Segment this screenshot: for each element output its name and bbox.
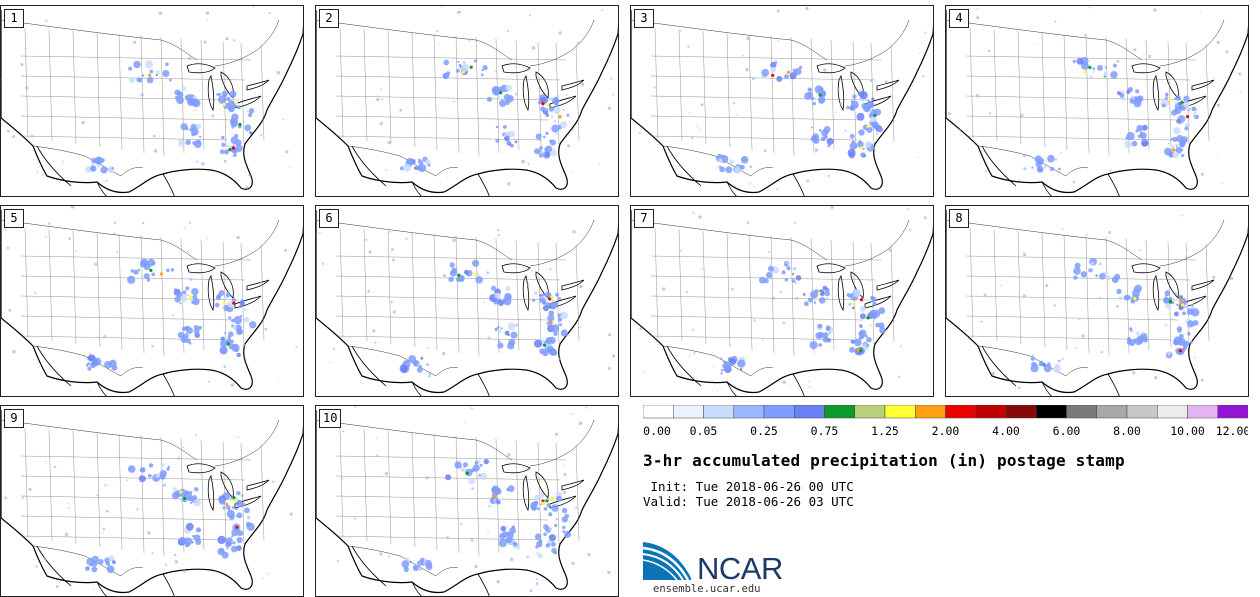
member-number: 5: [4, 209, 24, 228]
colorbar-swatch: [824, 405, 855, 419]
member-number: 4: [949, 9, 969, 28]
colorbar-swatch: [643, 405, 674, 419]
precip-colorbar: 0.00 0.05 0.25 0.75 1.25 2.00 4.00 6.00 8.00 10.0…: [643, 405, 1248, 438]
colorbar-swatch: [1005, 405, 1037, 419]
colorbar-swatch: [1066, 405, 1097, 419]
member-panel: 5: [0, 205, 304, 397]
init-time: Init: Tue 2018-06-26 00 UTC: [643, 479, 854, 494]
colorbar-swatch: [975, 405, 1007, 419]
colorbar-tick-label: 4.00: [992, 424, 1020, 438]
member-number: 2: [319, 9, 339, 28]
colorbar-swatch: [673, 405, 704, 419]
colorbar-swatch: [1187, 405, 1218, 419]
chart-title: 3-hr accumulated precipitation (in) post…: [643, 451, 1125, 470]
colorbar-swatch: [794, 405, 825, 419]
colorbar-tick-label: 1.25: [871, 424, 899, 438]
colorbar-swatch: [884, 405, 916, 419]
member-number: 3: [634, 9, 654, 28]
colorbar-tick-label: 0.75: [811, 424, 839, 438]
member-number: 9: [4, 409, 24, 428]
member-number: 1: [4, 9, 24, 28]
colorbar-tick-label: 0.05: [690, 424, 718, 438]
colorbar-tick-label: 8.00: [1113, 424, 1141, 438]
member-panel: 9: [0, 405, 304, 597]
member-panel: 7: [630, 205, 934, 397]
valid-time: Valid: Tue 2018-06-26 03 UTC: [643, 494, 854, 509]
colorbar-swatch: [945, 405, 976, 419]
member-panel: 4: [945, 5, 1249, 197]
colorbar-tick-label: 6.00: [1053, 424, 1081, 438]
colorbar-tick-label: 0.25: [750, 424, 778, 438]
member-panel: 1: [0, 5, 304, 197]
member-number: 6: [319, 209, 339, 228]
colorbar-swatch: [1157, 405, 1188, 419]
member-panel: 10: [315, 405, 619, 597]
colorbar-swatch: [1217, 405, 1248, 419]
logo-text: NCAR: [697, 551, 783, 586]
member-panel: 6: [315, 205, 619, 397]
colorbar-swatch: [733, 405, 765, 419]
member-panel: 8: [945, 205, 1249, 397]
member-panel: 3: [630, 5, 934, 197]
colorbar-tick-label: 2.00: [932, 424, 960, 438]
colorbar-swatch: [703, 405, 734, 419]
colorbar-swatch: [763, 405, 795, 419]
logo-url: ensemble.ucar.edu: [653, 583, 761, 595]
colorbar-swatch: [1036, 405, 1067, 419]
colorbar-tick-label: 0.00: [643, 424, 671, 438]
member-panel: 2: [315, 5, 619, 197]
colorbar-swatch: [1126, 405, 1158, 419]
member-number: 10: [319, 409, 342, 428]
colorbar-tick-label: 12.00: [1216, 424, 1248, 438]
member-number: 8: [949, 209, 969, 228]
ncar-logo-icon: [643, 542, 691, 581]
colorbar-tick-label: 10.00: [1170, 424, 1205, 438]
member-number: 7: [634, 209, 654, 228]
colorbar-swatch: [1096, 405, 1128, 419]
colorbar-swatch: [915, 405, 946, 419]
colorbar-swatch: [854, 405, 886, 419]
